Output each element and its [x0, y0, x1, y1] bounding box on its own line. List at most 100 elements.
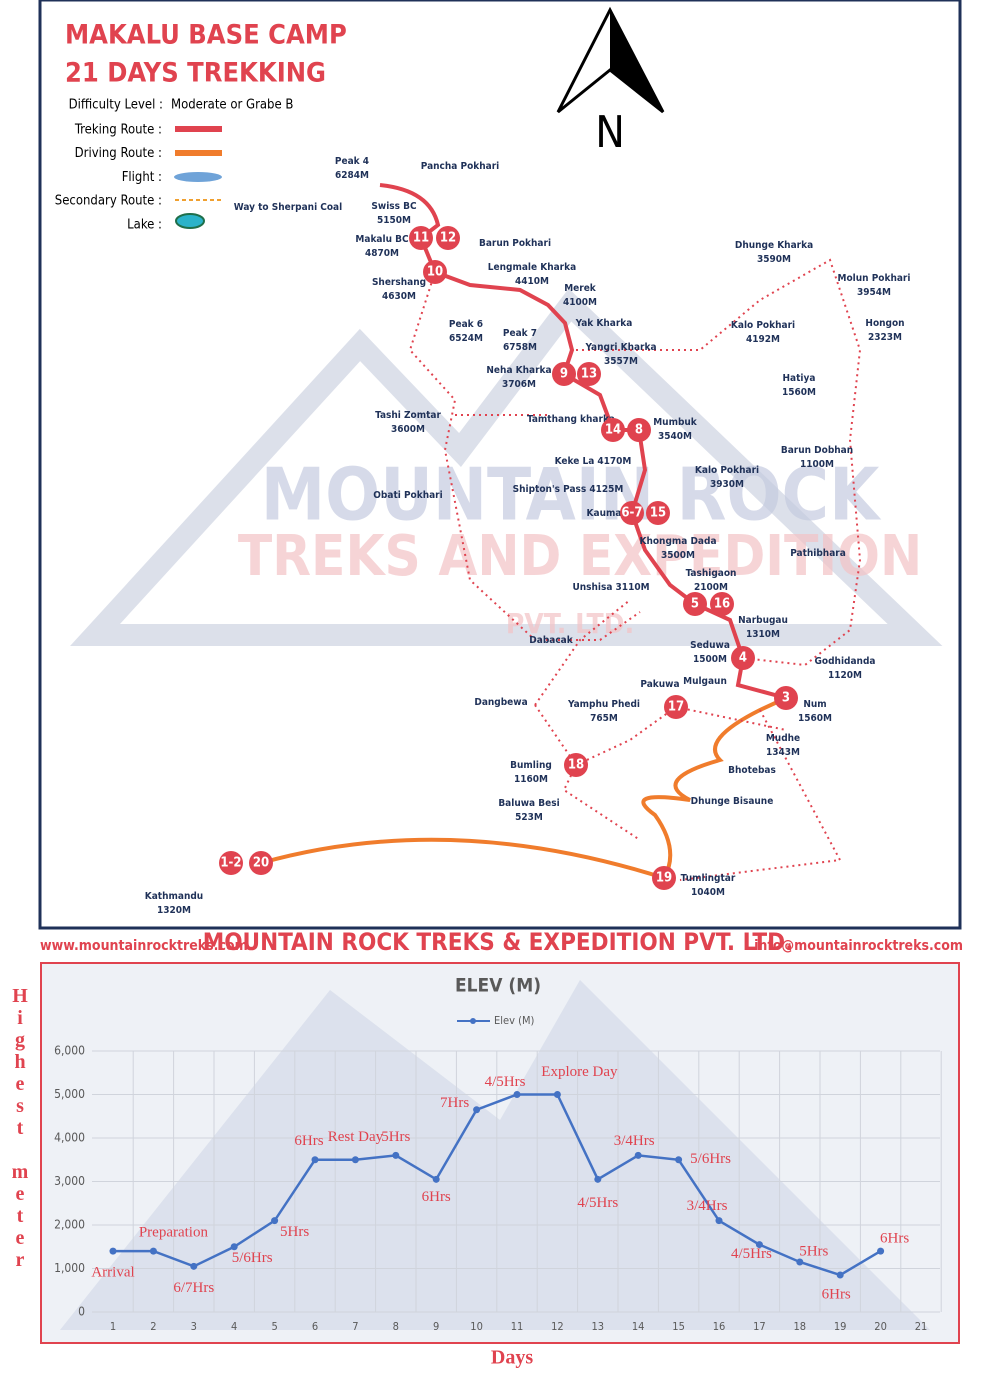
y-tick-label: 0 [78, 1305, 85, 1319]
y-tick-label: 2,000 [54, 1218, 85, 1232]
annotation: 7Hrs [440, 1095, 469, 1111]
place-name: Dangbewa [474, 697, 527, 708]
place-elevation: 1120M [828, 670, 862, 681]
trekking-route [379, 183, 787, 700]
place-name: Bhotebas [728, 765, 776, 776]
stop-number: 16 [714, 597, 730, 612]
place-name: Peak 4 [335, 156, 369, 167]
stop-badge [552, 362, 576, 386]
annotation: 6Hrs [822, 1286, 851, 1302]
x-tick-label: 4 [231, 1320, 237, 1333]
annotation: Arrival [91, 1265, 134, 1281]
stop-number: 13 [581, 367, 597, 382]
stop-number: 10 [427, 265, 443, 280]
stop-number: 11 [413, 231, 429, 246]
place-name: Mumbuk [653, 417, 698, 428]
y-axis-label: Highest meter [9, 985, 31, 1271]
stop-badge [564, 753, 588, 777]
place-name: Hatiya [783, 373, 816, 384]
place-elevation: 1040M [691, 887, 725, 898]
stop-number: 14 [605, 423, 621, 438]
place-name: Yamphu Phedi [567, 699, 640, 710]
data-point [109, 1247, 117, 1255]
place-name: Barun Dobhan [781, 445, 853, 456]
x-tick-label: 1 [110, 1320, 116, 1333]
place-name: Dhunge Kharka [735, 240, 813, 251]
stop-badge [620, 501, 644, 525]
place-name: Neha Kharka [486, 365, 551, 376]
stop-badge [710, 592, 734, 616]
data-point [392, 1151, 400, 1159]
data-point [432, 1175, 440, 1183]
place-elevation: 1320M [157, 905, 191, 916]
legend-lake [175, 213, 205, 229]
place-elevation: 765M [590, 713, 618, 724]
stop-number: 9 [560, 367, 568, 382]
stop-number: 1-2 [220, 856, 241, 871]
place-name: Baluwa Besi [498, 798, 559, 809]
place-elevation: 4630M [382, 291, 416, 302]
data-point [877, 1247, 885, 1255]
annotation: 4/5Hrs [485, 1074, 526, 1090]
place-elevation: 4100M [563, 297, 597, 308]
data-point [473, 1106, 481, 1114]
annotation: 5Hrs [381, 1129, 410, 1145]
stop-badge [646, 501, 670, 525]
stop-badge [683, 592, 707, 616]
watermark: TREKS AND EXPEDITION [238, 524, 922, 589]
x-tick-label: 19 [834, 1320, 847, 1333]
place-name: Merek [564, 283, 597, 294]
legend-label: Lake : [127, 217, 162, 232]
place-elevation: 3706M [502, 379, 536, 390]
y-tick-label: 1,000 [54, 1261, 85, 1275]
watermark: PVT. LTD. [506, 607, 634, 640]
place-name: Khongma Dada [639, 536, 716, 547]
x-tick-label: 14 [632, 1320, 645, 1333]
data-point [311, 1156, 319, 1164]
data-point [553, 1091, 561, 1098]
x-tick-label: 21 [915, 1320, 928, 1333]
x-tick-label: 7 [352, 1320, 358, 1333]
place-name: Pakuwa [640, 679, 679, 690]
x-tick-label: 18 [794, 1320, 807, 1333]
place-name: Mudhe [766, 733, 800, 744]
place-name: Dabacak [529, 635, 573, 646]
annotation: Rest Day [328, 1129, 384, 1145]
stop-number: 19 [656, 871, 672, 886]
place-name: Kalo Pokhari [731, 320, 795, 331]
place-name: Pancha Pokhari [421, 161, 500, 172]
series-line [113, 1093, 882, 1277]
x-axis-label: Days [491, 1347, 533, 1369]
north-label: N [595, 107, 625, 158]
place-elevation: 1160M [514, 774, 548, 785]
watermark: MOUNTAIN ROCK [261, 453, 882, 537]
stop-badge [627, 418, 651, 442]
data-point [190, 1262, 198, 1270]
place-name: Seduwa [690, 640, 730, 651]
stop-badge [436, 226, 460, 250]
stop-badge [249, 851, 273, 875]
data-point [513, 1091, 521, 1098]
stop-number: 17 [668, 700, 684, 715]
x-tick-label: 2 [150, 1320, 156, 1333]
x-tick-label: 3 [191, 1320, 197, 1333]
x-tick-label: 15 [672, 1320, 685, 1333]
x-tick-label: 5 [271, 1320, 277, 1333]
place-elevation: 1500M [693, 654, 727, 665]
annotation: 4/5Hrs [731, 1246, 772, 1262]
x-tick-label: 11 [511, 1320, 524, 1333]
place-elevation: 1560M [782, 387, 816, 398]
place-name: Obati Pokhari [373, 490, 442, 501]
place-name: Tashigaon [686, 568, 737, 579]
place-elevation: 3500M [661, 550, 695, 561]
place-name: Peak 7 [503, 328, 537, 339]
annotation: 5Hrs [280, 1224, 309, 1240]
place-name: Yangri Kharka [584, 342, 656, 353]
annotation: 5/6Hrs [690, 1151, 731, 1167]
annotation: Explore Day [541, 1064, 618, 1080]
annotation: 6Hrs [294, 1133, 323, 1149]
place-name: Makalu BC [355, 234, 409, 245]
legend-label: Secondary Route : [55, 194, 162, 209]
y-tick-label: 5,000 [54, 1087, 85, 1101]
place-elevation: 6524M [449, 333, 483, 344]
